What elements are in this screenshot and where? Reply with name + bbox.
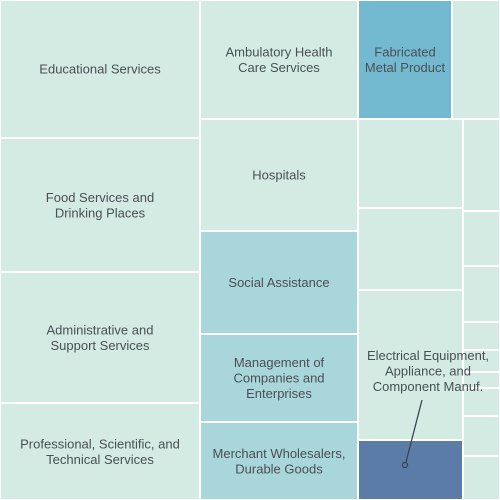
tile-food-services-and-drinking-places [0, 137, 201, 273]
tile-unlabeled-13 [357, 207, 464, 291]
annotation-leader-line [405, 399, 423, 463]
tile-label: Management of [234, 355, 325, 370]
annotation-label: Electrical Equipment, [367, 348, 489, 363]
tile-label: Merchant Wholesalers, [213, 446, 346, 461]
tile-label: Hospitals [252, 168, 306, 183]
tile-label: Enterprises [246, 386, 312, 401]
tile-label: Fabricated [374, 44, 435, 59]
tile-label: Professional, Scientific, and [20, 436, 180, 451]
labels-layer: Educational Services Food Services andDri… [20, 44, 445, 476]
tile-unlabeled-17 [462, 321, 500, 351]
tile-label: Technical Services [46, 452, 154, 467]
tile-label: Drinking Places [55, 205, 146, 220]
tile-social-assistance [199, 230, 359, 335]
tile-unlabeled-12 [462, 118, 500, 212]
tile-label: Support Services [51, 338, 150, 353]
tile-label: Metal Product [365, 60, 446, 75]
tile-label: Companies and [233, 371, 324, 386]
tile-administrative-and-support-services [0, 271, 201, 404]
tile-label: Educational Services [39, 62, 161, 77]
annotation-marker [401, 461, 409, 469]
tile-label: Food Services and [46, 190, 154, 205]
tile-label: Social Assistance [228, 275, 329, 290]
tile-unlabeled-10 [451, 0, 500, 120]
tile-unlabeled-21 [462, 415, 500, 457]
tile-label: Durable Goods [235, 461, 323, 476]
tile-electrical-equipment-appliance-and-component-manuf [357, 439, 464, 500]
tile-fabricated-metal-product [357, 0, 453, 120]
tile-merchant-wholesalers-durable-goods [199, 421, 359, 500]
tile-unlabeled-16 [462, 265, 500, 323]
tile-label: Administrative and [47, 322, 154, 337]
tile-label: Ambulatory Health [226, 44, 333, 59]
annotation-label: Component Manuf. [373, 379, 484, 394]
annotation-label: Appliance, and [385, 364, 471, 379]
tile-unlabeled-20 [462, 387, 500, 417]
tile-unlabeled-11 [357, 118, 464, 209]
tile-label: Care Services [238, 60, 320, 75]
annotation-layer: Electrical Equipment,Appliance, andCompo… [367, 348, 489, 469]
tile-ambulatory-health-care-services [199, 0, 359, 120]
tile-management-of-companies-and-enterprises [199, 333, 359, 423]
tile-professional-scientific-and-technical-services [0, 402, 201, 500]
tile-unlabeled-22 [462, 455, 500, 500]
tile-unlabeled-14 [462, 210, 500, 267]
